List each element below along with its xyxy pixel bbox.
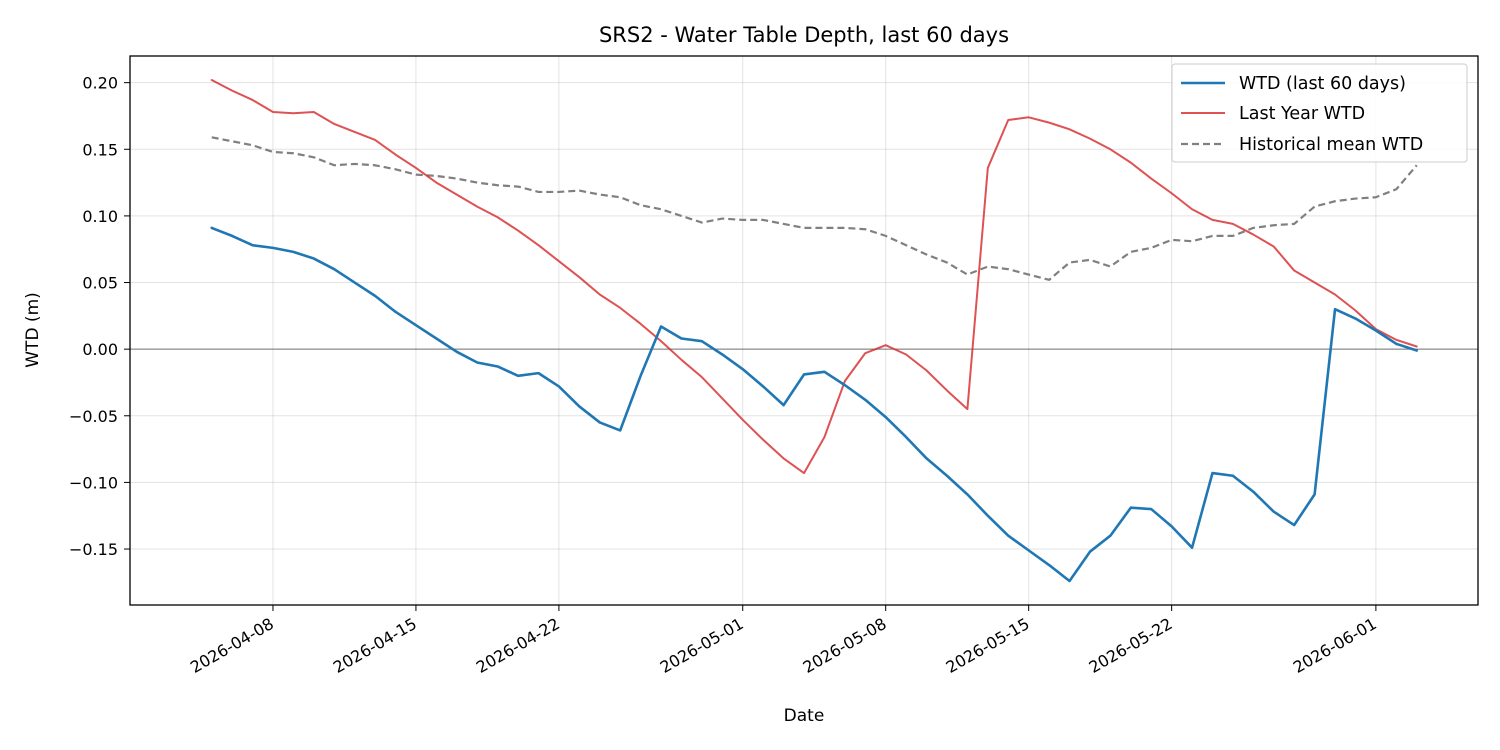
y-axis: 0.20 0.15 0.10 0.05 0.00 −0.05 −0.10 −0.15 <box>69 74 130 559</box>
legend-label-wtd-last-60-days: WTD (last 60 days) <box>1239 74 1406 94</box>
x-axis-title: Date <box>784 706 825 726</box>
y-tick-label: 0.10 <box>82 207 118 226</box>
series-line-wtd-last-60-days <box>210 226 1419 583</box>
plot-area-frame <box>129 55 1479 606</box>
y-tick-label: 0.20 <box>82 74 118 93</box>
grid <box>130 56 1478 605</box>
y-tick-label: −0.05 <box>69 407 118 426</box>
legend-label-historical-mean-wtd: Historical mean WTD <box>1239 135 1423 155</box>
y-tick-label: 0.15 <box>82 140 118 159</box>
y-tick-label: −0.10 <box>69 473 118 492</box>
legend-label-last-year-wtd: Last Year WTD <box>1239 104 1365 124</box>
legend-box <box>1171 63 1468 163</box>
y-tick-label: −0.15 <box>69 540 118 559</box>
series-layer <box>210 78 1419 583</box>
y-tick-label: 0.00 <box>82 340 118 359</box>
legend: WTD (last 60 days) Last Year WTD Histori… <box>1171 63 1468 163</box>
chart-title: SRS2 - Water Table Depth, last 60 days <box>599 23 1009 47</box>
series-line-last-year-wtd <box>210 78 1418 475</box>
y-tick-label: 0.05 <box>82 274 118 293</box>
y-axis-title: WTD (m) <box>23 292 43 368</box>
